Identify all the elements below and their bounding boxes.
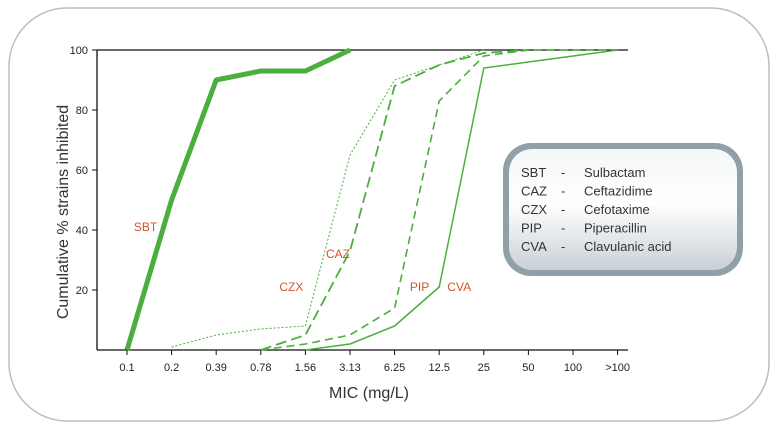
legend-name: Cefotaxime (584, 202, 650, 217)
series-label-caz: CAZ (326, 247, 350, 261)
series-label-cva: CVA (447, 280, 471, 294)
x-tick-label: 1.56 (295, 362, 316, 374)
legend-dash: - (561, 202, 565, 217)
x-tick-label: 50 (522, 362, 534, 374)
x-axis-title: MIC (mg/L) (329, 385, 409, 402)
x-tick-label: 12.5 (428, 362, 449, 374)
series-label-sbt: SBT (134, 220, 158, 234)
legend-inner (509, 149, 737, 270)
legend-abbr: PIP (521, 221, 542, 236)
y-tick-label: 80 (76, 105, 88, 117)
outer-rounded-border (8, 7, 770, 422)
legend-dash: - (561, 165, 565, 180)
series-line-pip (260, 49, 618, 351)
y-tick-label: 40 (76, 225, 88, 237)
legend-abbr: CAZ (521, 184, 547, 199)
y-axis-title: Cumulative % strains inhibited (55, 105, 72, 319)
x-tick-label: >100 (605, 362, 630, 374)
y-tick-label: 60 (76, 165, 88, 177)
series-label-czx: CZX (279, 280, 303, 294)
legend-abbr: CVA (521, 239, 547, 254)
legend-name: Piperacillin (584, 221, 647, 236)
series-line-czx (171, 49, 484, 348)
y-tick-label: 20 (76, 285, 88, 297)
legend-name: Clavulanic acid (584, 239, 671, 254)
x-tick-label: 0.39 (205, 362, 226, 374)
plot-area: 20 40 60 80 100 0.1 0.2 0.39 0.78 1.56 3.13 6.25 12.… (70, 45, 630, 374)
legend-abbr: CZX (521, 202, 547, 217)
legend-dash: - (561, 221, 565, 236)
legend-name: Sulbactam (584, 165, 645, 180)
series-line-sbt (124, 47, 352, 351)
x-tick-label: 0.2 (164, 362, 179, 374)
legend-abbr: SBT (521, 165, 546, 180)
x-tick-label: 3.13 (339, 362, 360, 374)
x-tick-label: 6.25 (384, 362, 405, 374)
x-tick-label: 25 (478, 362, 490, 374)
series-line-caz (260, 49, 529, 351)
series-line-cva (305, 49, 618, 351)
y-tick-label: 100 (70, 45, 88, 57)
legend-dash: - (561, 184, 565, 199)
x-tick-label: 0.1 (119, 362, 134, 374)
x-tick-label: 100 (564, 362, 582, 374)
legend-dash: - (561, 239, 565, 254)
legend-name: Ceftazidime (584, 184, 653, 199)
x-tick-label: 0.78 (250, 362, 271, 374)
series-label-pip: PIP (410, 280, 429, 294)
